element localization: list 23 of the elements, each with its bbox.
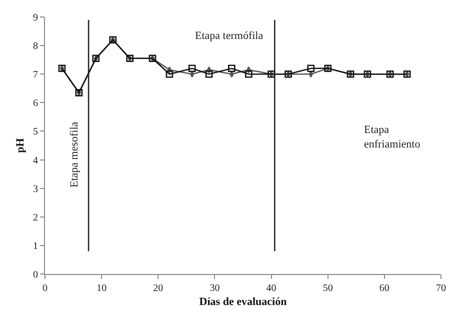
x-tick-label: 0 [42,283,48,294]
x-tick-label: 30 [210,283,220,294]
x-tick-label: 60 [379,283,390,294]
y-tick-label: 2 [33,212,38,224]
annotation: Etapa termófila [195,30,264,42]
y-tick-label: 3 [33,184,38,195]
y-tick-label: 5 [33,126,38,138]
x-tick-label: 70 [436,283,446,294]
x-tick-label: 10 [96,283,107,294]
y-tick-label: 0 [33,270,38,280]
y-tick-label: 6 [33,98,38,110]
x-tick-label: 40 [266,283,276,294]
x-tick-label: 20 [153,283,164,294]
y-tick-label: 9 [33,12,38,24]
x-axis-title: Días de evaluación [199,296,287,308]
y-tick-label: 7 [33,70,38,81]
y-tick-label: 4 [33,155,38,166]
annotation: Etapa mesofila [68,122,80,188]
annotation: Etapa enfriamiento [364,124,421,150]
x-tick-label: 50 [322,283,333,294]
y-axis-title: pH [14,138,27,153]
y-tick-label: 1 [33,240,38,252]
y-tick-label: 8 [33,41,38,52]
